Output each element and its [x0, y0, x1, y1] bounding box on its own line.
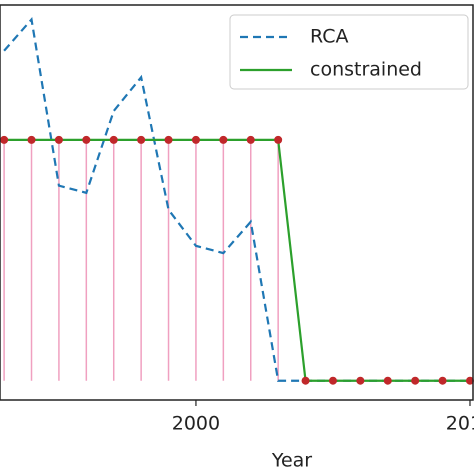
x-axis-label: Year	[271, 450, 312, 472]
marker	[0, 135, 9, 144]
marker	[191, 135, 200, 144]
marker	[27, 135, 36, 144]
marker	[465, 376, 474, 385]
marker	[274, 135, 283, 144]
marker	[164, 135, 173, 144]
marker	[82, 135, 91, 144]
marker	[438, 376, 447, 385]
marker	[219, 135, 228, 144]
marker	[137, 135, 146, 144]
marker	[109, 135, 118, 144]
x-tick-label: 2010	[446, 413, 474, 435]
marker	[383, 376, 392, 385]
marker	[54, 135, 63, 144]
marker	[411, 376, 420, 385]
legend-label: RCA	[310, 26, 349, 48]
marker	[301, 376, 310, 385]
marker	[356, 376, 365, 385]
plot-frame	[0, 4, 474, 401]
legend-label: constrained	[310, 59, 422, 81]
marker	[246, 135, 255, 144]
x-tick-label: 2000	[172, 413, 220, 435]
series-line	[4, 138, 470, 382]
marker	[328, 376, 337, 385]
